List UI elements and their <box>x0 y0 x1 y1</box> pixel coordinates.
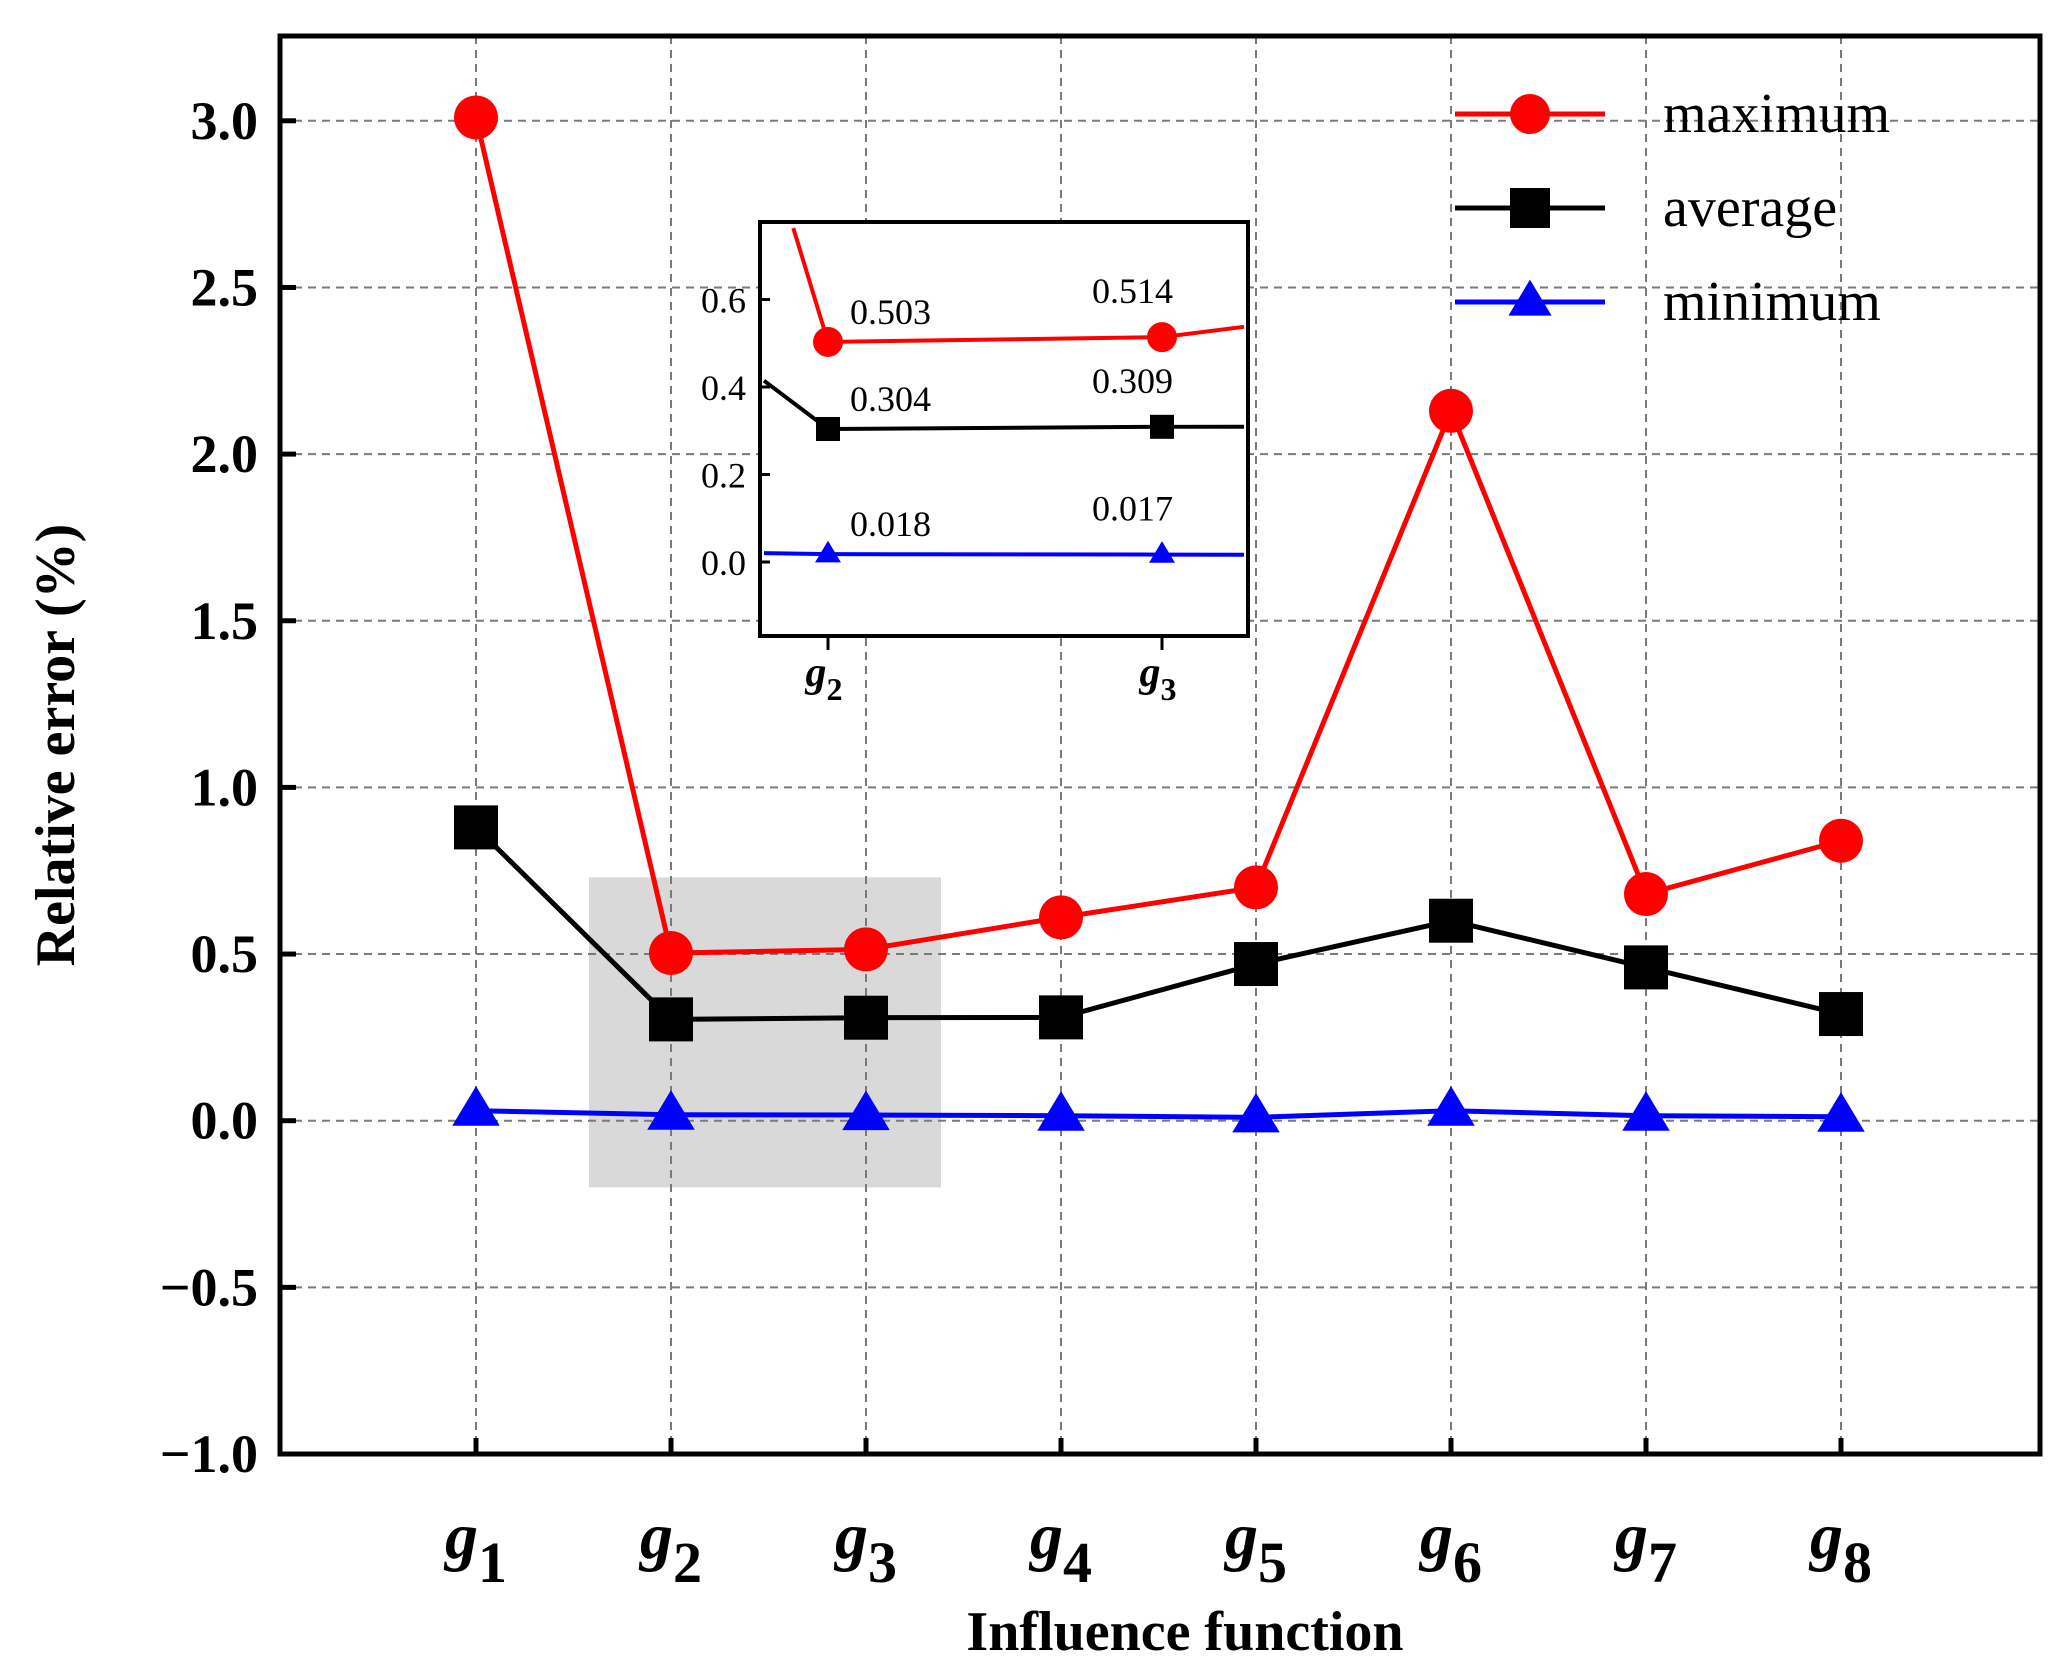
y-tick-label: 2.5 <box>191 257 259 317</box>
inset-average-point <box>816 417 840 441</box>
legend-marker <box>1510 188 1550 228</box>
inset-x-tick-label: g2 <box>805 650 843 707</box>
inset-x-tick-label: g3 <box>1139 650 1177 707</box>
inset-series-minimum: 0.018 0.017 <box>763 489 1245 563</box>
legend-marker <box>1510 94 1550 134</box>
legend-item-maximum: maximum <box>1455 83 1890 145</box>
inset-data-label: 0.514 <box>1092 271 1173 311</box>
minimum-point <box>1817 1092 1865 1132</box>
y-tick-label: −1.0 <box>160 1424 258 1484</box>
maximum-point <box>649 931 693 976</box>
average-line <box>474 825 1842 1022</box>
inset-maximum-point <box>1147 322 1177 353</box>
average-point <box>1429 898 1473 943</box>
inset-y-tick-label: 0.2 <box>701 456 746 496</box>
average-point <box>844 995 888 1040</box>
legend-label: average <box>1663 177 1837 239</box>
x-tick-label: g7 <box>1613 1500 1677 1595</box>
minimum-point <box>1427 1086 1475 1126</box>
inset-minimum-point <box>815 540 841 563</box>
inset-maximum-point <box>813 326 843 357</box>
grid-lines <box>280 36 2040 1454</box>
inset-data-label: 0.309 <box>1092 361 1173 401</box>
minimum-line <box>475 1108 1842 1120</box>
legend: maximum average minimum <box>1455 83 1890 333</box>
minimum-point <box>647 1090 695 1130</box>
maximum-point <box>1624 872 1668 917</box>
maximum-point <box>844 927 888 972</box>
inset-data-label: 0.304 <box>850 379 931 419</box>
x-tick-label: g6 <box>1418 1500 1482 1595</box>
inset-series-maximum: 0.503 0.514 <box>791 227 1245 357</box>
y-tick-label: 3.0 <box>191 91 259 151</box>
inset-average-point <box>1150 414 1174 439</box>
x-tick-label: g8 <box>1808 1500 1872 1595</box>
x-axis-ticks: g1 g2 g3 g4 g5 g6 g7 g8 <box>443 1438 1872 1595</box>
plot-frame <box>277 33 2043 1457</box>
maximum-point <box>1429 388 1473 433</box>
maximum-point <box>454 95 498 140</box>
y-tick-label: 0.5 <box>191 924 259 984</box>
highlight-region <box>589 877 941 1188</box>
y-axis-ticks: −1.0 −0.5 0.0 0.5 1.0 1.5 2.0 2.5 3.0 <box>160 91 296 1484</box>
y-tick-label: 2.0 <box>191 424 259 484</box>
legend-item-average: average <box>1455 177 1837 239</box>
inset-chart: 0.0 0.2 0.4 0.6 g2 g3 0.503 0.514 0.304 0.309 0.01… <box>701 220 1250 707</box>
legend-label: maximum <box>1663 83 1890 145</box>
minimum-point <box>842 1090 890 1131</box>
average-point <box>454 805 498 850</box>
minimum-point <box>1037 1091 1085 1131</box>
y-tick-label: 1.0 <box>191 757 259 817</box>
x-tick-label: g1 <box>443 1500 507 1595</box>
inset-y-tick-label: 0.4 <box>701 368 746 408</box>
x-tick-label: g5 <box>1223 1500 1287 1595</box>
inset-data-label: 0.018 <box>850 504 931 544</box>
maximum-point <box>1819 818 1863 863</box>
x-tick-label: g3 <box>833 1500 897 1595</box>
inset-data-label: 0.017 <box>1092 489 1173 529</box>
inset-data-label: 0.503 <box>850 292 931 332</box>
average-point <box>649 997 693 1042</box>
average-point <box>1039 995 1083 1040</box>
maximum-point <box>1039 895 1083 940</box>
series-minimum <box>452 1086 1865 1133</box>
inset-y-tick-label: 0.0 <box>701 543 746 583</box>
y-tick-label: −0.5 <box>160 1257 258 1317</box>
data-series <box>452 95 1865 1133</box>
x-tick-label: g2 <box>638 1500 702 1595</box>
inset-series-average: 0.304 0.309 <box>762 361 1245 441</box>
legend-marker <box>1508 279 1552 316</box>
inset-minimum-line <box>763 551 1245 557</box>
series-average <box>454 805 1863 1042</box>
maximum-point <box>1234 865 1278 910</box>
series-maximum <box>454 95 1863 976</box>
y-axis-title: Relative error (%) <box>25 524 87 967</box>
maximum-line <box>473 116 1842 956</box>
average-point <box>1234 942 1278 987</box>
x-axis-title: Influence function <box>966 1601 1403 1663</box>
y-tick-label: 1.5 <box>191 591 259 651</box>
average-point <box>1819 992 1863 1037</box>
inset-average-line <box>762 379 1245 432</box>
minimum-point <box>1232 1092 1280 1133</box>
minimum-point <box>452 1086 500 1126</box>
inset-maximum-line <box>791 227 1245 344</box>
highlight-rect <box>589 877 941 1188</box>
average-point <box>1624 945 1668 990</box>
inset-minimum-point <box>1149 541 1175 563</box>
inset-y-tick-label: 0.6 <box>701 281 746 321</box>
y-tick-label: 0.0 <box>191 1091 259 1151</box>
x-tick-label: g4 <box>1028 1500 1092 1595</box>
legend-item-minimum: minimum <box>1455 271 1881 333</box>
legend-label: minimum <box>1663 271 1881 333</box>
minimum-point <box>1622 1091 1670 1131</box>
